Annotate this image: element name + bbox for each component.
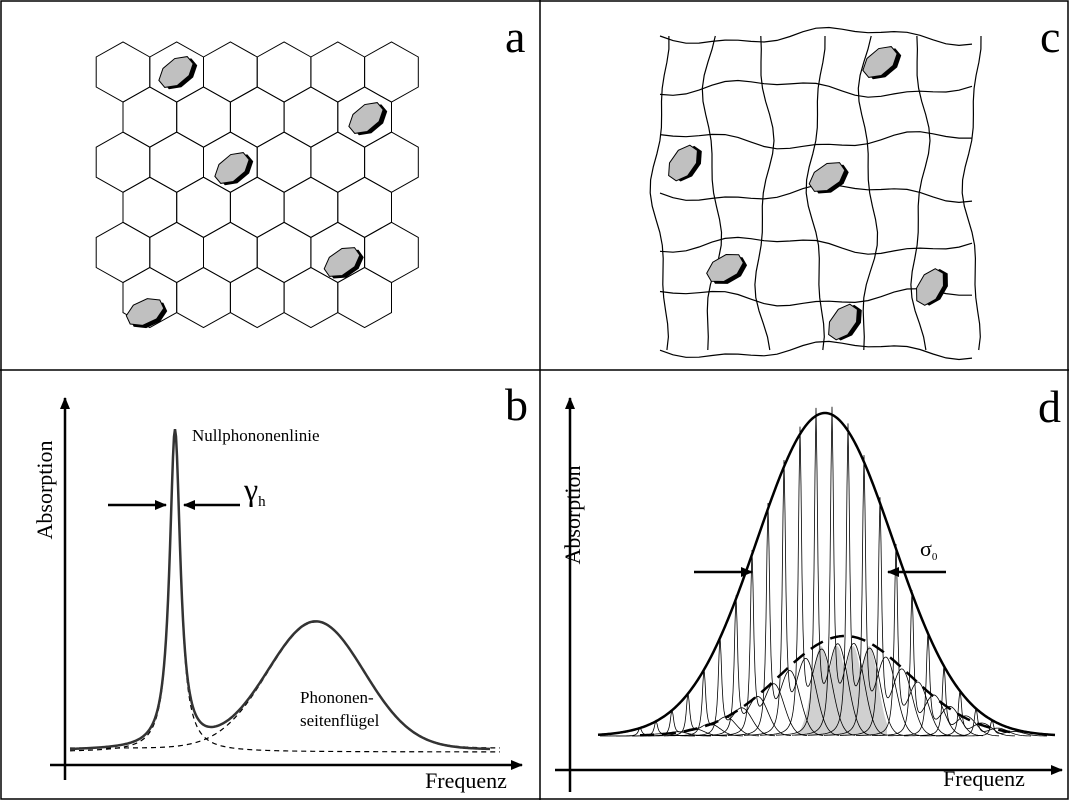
panel-d [555, 398, 1062, 792]
width-label: γh [243, 471, 266, 510]
molecule-body [703, 249, 746, 287]
cell [123, 87, 177, 147]
cell [150, 222, 204, 282]
molecule [124, 293, 170, 333]
cell [311, 132, 365, 192]
molecule [345, 96, 392, 141]
cell [257, 42, 311, 102]
x-axis-label: Frequenz [943, 766, 1025, 791]
cell [204, 42, 258, 102]
cell [311, 42, 365, 102]
panel-label: a [505, 11, 525, 62]
phonon-wing [70, 622, 500, 748]
wing-label: seitenflügel [300, 711, 380, 730]
cell [284, 177, 338, 237]
wing-label: Phononen- [300, 688, 374, 707]
cell [150, 132, 204, 192]
grid-line [660, 81, 972, 98]
cell [230, 87, 284, 147]
molecule [911, 264, 953, 311]
cell [177, 268, 231, 328]
grid-line [660, 28, 972, 46]
site-line [712, 550, 807, 736]
figure: a c b d Absorption Frequenz Nullphononen… [0, 0, 1069, 800]
molecule [320, 241, 367, 285]
subscript: 0 [932, 551, 938, 563]
molecule [805, 156, 852, 200]
width-label: σ0 [920, 536, 938, 563]
cell [177, 177, 231, 237]
symbol: σ [920, 536, 932, 561]
molecule-body [805, 157, 848, 196]
panel-b [50, 398, 522, 780]
cell [338, 177, 392, 237]
grid-line [660, 237, 972, 254]
spectrum [70, 429, 490, 749]
y-axis-label: Absorption [560, 466, 585, 565]
panel-label: c [1040, 11, 1060, 62]
panel-label: b [505, 379, 528, 430]
grid-line [962, 36, 981, 350]
cell [177, 87, 231, 147]
subscript: h [258, 494, 266, 510]
cell [365, 222, 419, 282]
cell [96, 222, 150, 282]
peak-label: Nullphononenlinie [192, 426, 319, 445]
cell [284, 87, 338, 147]
grid-line [650, 36, 669, 350]
molecule [155, 50, 202, 95]
y-axis-label: Absorption [32, 441, 57, 540]
cell [96, 42, 150, 102]
molecule [823, 299, 867, 346]
cell [365, 132, 419, 192]
x-axis-label: Frequenz [425, 768, 507, 793]
molecule-body [320, 242, 363, 281]
panel-label: d [1038, 381, 1061, 432]
molecule [663, 140, 707, 187]
cell [96, 132, 150, 192]
site-line [664, 668, 759, 736]
panel-a [96, 42, 418, 334]
cell [230, 268, 284, 328]
grid-line [858, 36, 877, 350]
panel-c [650, 28, 981, 360]
zero-phonon-line [70, 434, 500, 752]
symbol: γ [243, 471, 258, 507]
cell [257, 222, 311, 282]
cell [257, 132, 311, 192]
cell [365, 42, 419, 102]
cell [230, 177, 284, 237]
cell [204, 222, 258, 282]
molecule-body [124, 294, 167, 330]
cell [123, 177, 177, 237]
molecule [859, 40, 906, 85]
